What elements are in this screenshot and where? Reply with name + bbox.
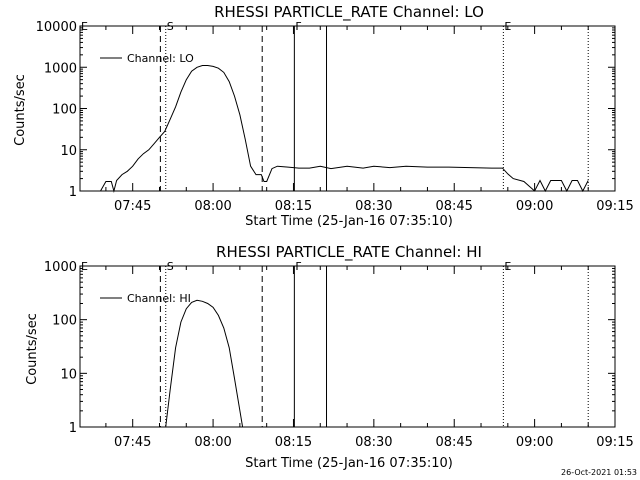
x-axis-label: Start Time (25-Jan-16 07:35:10) [245,214,453,229]
y-tick-label: 1000 [44,61,77,76]
x-tick-label: 08:00 [194,199,231,214]
marker-label: F [295,20,301,33]
y-tick-label: 10 [60,367,77,382]
x-tick-label: 09:15 [596,199,633,214]
x-tick-label: 08:45 [435,435,472,450]
y-tick-label: 1 [69,421,77,436]
marker-label: S [167,20,174,33]
y-tick-label: 1000 [44,260,77,275]
panel-lo: RHESSI PARTICLE_RATE Channel: LO Start T… [13,3,634,229]
x-tick-label: 07:45 [114,199,151,214]
y-tick-label: 10 [60,144,77,159]
x-tick-label: 08:30 [355,435,392,450]
x-tick-label: 07:45 [114,435,151,450]
x-tick-label: 08:30 [355,199,392,214]
legend-label: Channel: LO [127,52,194,65]
x-axis-label: Start Time (25-Jan-16 07:35:10) [245,456,453,471]
marker-label: E [81,260,88,273]
x-tick-label: 09:00 [516,199,553,214]
y-tick-label: 100 [52,314,77,329]
x-tick-label: 08:45 [435,199,472,214]
x-tick-label: 08:00 [194,435,231,450]
series-line [100,65,589,193]
y-tick-label: 10000 [36,20,77,35]
marker-label: F [295,260,301,273]
series-line [165,299,244,428]
y-axis-label: Counts/sec [13,74,28,146]
x-tick-label: 09:00 [516,435,553,450]
x-tick-label: 09:15 [596,435,633,450]
chart-title: RHESSI PARTICLE_RATE Channel: LO [214,3,484,22]
marker-label: S [167,260,174,273]
x-tick-label: 08:15 [275,199,312,214]
y-tick-label: 1 [69,185,77,200]
legend-label: Channel: HI [127,292,191,305]
y-tick-label: 100 [52,103,77,118]
marker-label: E [504,260,511,273]
marker-label: E [504,20,511,33]
panel-hi: RHESSI PARTICLE_RATE Channel: HI Start T… [25,243,634,471]
plot-timestamp: 26-Oct-2021 01:53 [561,468,637,477]
y-axis-label: Counts/sec [25,313,40,385]
chart-title: RHESSI PARTICLE_RATE Channel: HI [216,243,482,262]
marker-label: E [81,20,88,33]
x-tick-label: 08:15 [275,435,312,450]
